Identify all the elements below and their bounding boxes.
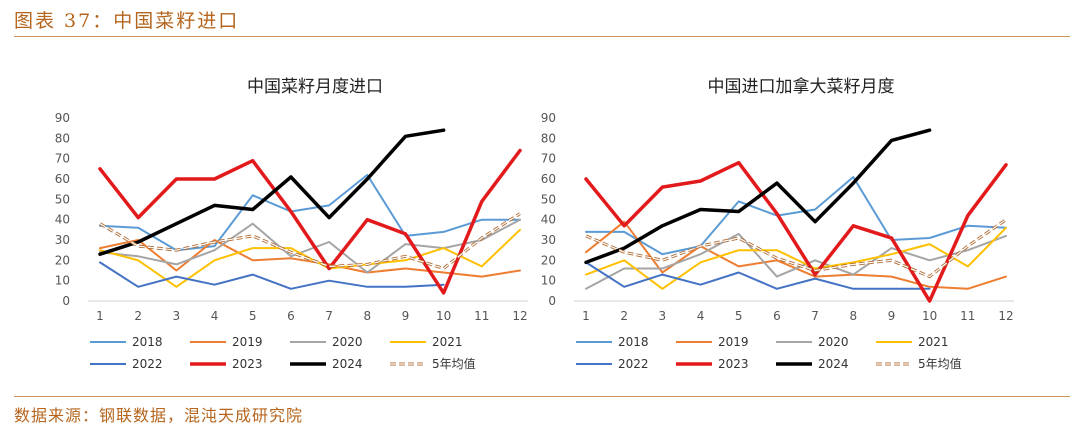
y-tick-label: 80 <box>541 131 556 145</box>
y-tick-label: 50 <box>541 192 556 206</box>
figure-title: 图表 37：中国菜籽进口 <box>14 10 240 32</box>
legend-label: 2021 <box>918 335 949 349</box>
series-line-2018 <box>99 173 521 252</box>
series-line-2021 <box>585 226 1007 290</box>
y-tick-label: 0 <box>548 294 556 308</box>
legend-label: 2024 <box>818 357 849 371</box>
x-tick-label: 6 <box>287 309 295 323</box>
y-tick-label: 90 <box>541 111 556 125</box>
y-tick-label: 90 <box>55 111 70 125</box>
x-tick-label: 1 <box>582 309 590 323</box>
y-tick-label: 20 <box>541 253 556 267</box>
x-tick-label: 5 <box>249 309 257 323</box>
legend-label: 2022 <box>132 357 163 371</box>
x-tick-label: 5 <box>735 309 743 323</box>
y-tick-label: 10 <box>55 274 70 288</box>
y-tick-label: 40 <box>541 213 556 227</box>
x-tick-label: 8 <box>849 309 857 323</box>
y-tick-label: 80 <box>55 131 70 145</box>
bottom-divider <box>14 396 1070 397</box>
x-tick-label: 3 <box>659 309 667 323</box>
legend-label: 5年均值 <box>432 356 476 371</box>
x-tick-label: 7 <box>325 309 333 323</box>
y-tick-label: 50 <box>55 192 70 206</box>
x-tick-label: 9 <box>402 309 410 323</box>
y-tick-label: 30 <box>55 233 70 247</box>
x-tick-label: 4 <box>211 309 219 323</box>
x-tick-label: 4 <box>697 309 705 323</box>
x-tick-label: 3 <box>173 309 181 323</box>
series-line-2018 <box>585 176 1007 256</box>
y-tick-label: 70 <box>541 152 556 166</box>
top-divider <box>14 36 1070 37</box>
x-tick-label: 12 <box>512 309 527 323</box>
y-tick-label: 10 <box>541 274 556 288</box>
y-tick-label: 40 <box>55 213 70 227</box>
y-tick-label: 30 <box>541 233 556 247</box>
series-line-2022 <box>99 261 445 290</box>
x-tick-label: 9 <box>888 309 896 323</box>
series-line-2020 <box>585 232 1007 290</box>
legend-label: 2024 <box>332 357 363 371</box>
legend-label: 2018 <box>132 335 163 349</box>
legend-label: 2023 <box>232 357 263 371</box>
y-tick-label: 60 <box>541 172 556 186</box>
x-tick-label: 11 <box>960 309 975 323</box>
legend-label: 2023 <box>718 357 749 371</box>
legend-label: 2022 <box>618 357 649 371</box>
legend-label: 2020 <box>818 335 849 349</box>
x-tick-label: 10 <box>922 309 937 323</box>
x-tick-label: 12 <box>998 309 1013 323</box>
series-line-2024 <box>98 128 446 256</box>
legend-label: 2020 <box>332 335 363 349</box>
series-line-2024 <box>584 128 932 265</box>
series-line-2023 <box>98 148 522 295</box>
legend-label: 2018 <box>618 335 649 349</box>
legend-label: 2019 <box>232 335 263 349</box>
x-tick-label: 1 <box>96 309 104 323</box>
x-tick-label: 6 <box>773 309 781 323</box>
x-tick-label: 11 <box>474 309 489 323</box>
series-line-highlight <box>99 213 521 270</box>
legend-label: 5年均值 <box>918 356 962 371</box>
series-line-highlight <box>585 219 1007 278</box>
x-tick-label: 7 <box>811 309 819 323</box>
y-tick-label: 70 <box>55 152 70 166</box>
x-tick-label: 10 <box>436 309 451 323</box>
x-tick-label: 2 <box>620 309 628 323</box>
x-tick-label: 2 <box>134 309 142 323</box>
legend-label: 2019 <box>718 335 749 349</box>
y-tick-label: 20 <box>55 253 70 267</box>
series-line-2023 <box>584 160 1008 303</box>
y-tick-label: 0 <box>62 294 70 308</box>
chart-title: 中国进口加拿大菜籽月度 <box>708 76 895 97</box>
chart-title: 中国菜籽月度进口 <box>247 77 383 97</box>
x-tick-label: 8 <box>363 309 371 323</box>
series-line-2020 <box>99 218 521 274</box>
legend-label: 2021 <box>432 335 463 349</box>
source-note: 数据来源：钢联数据，混沌天成研究院 <box>14 406 304 425</box>
y-tick-label: 60 <box>55 172 70 186</box>
series-line-2022 <box>585 261 931 290</box>
